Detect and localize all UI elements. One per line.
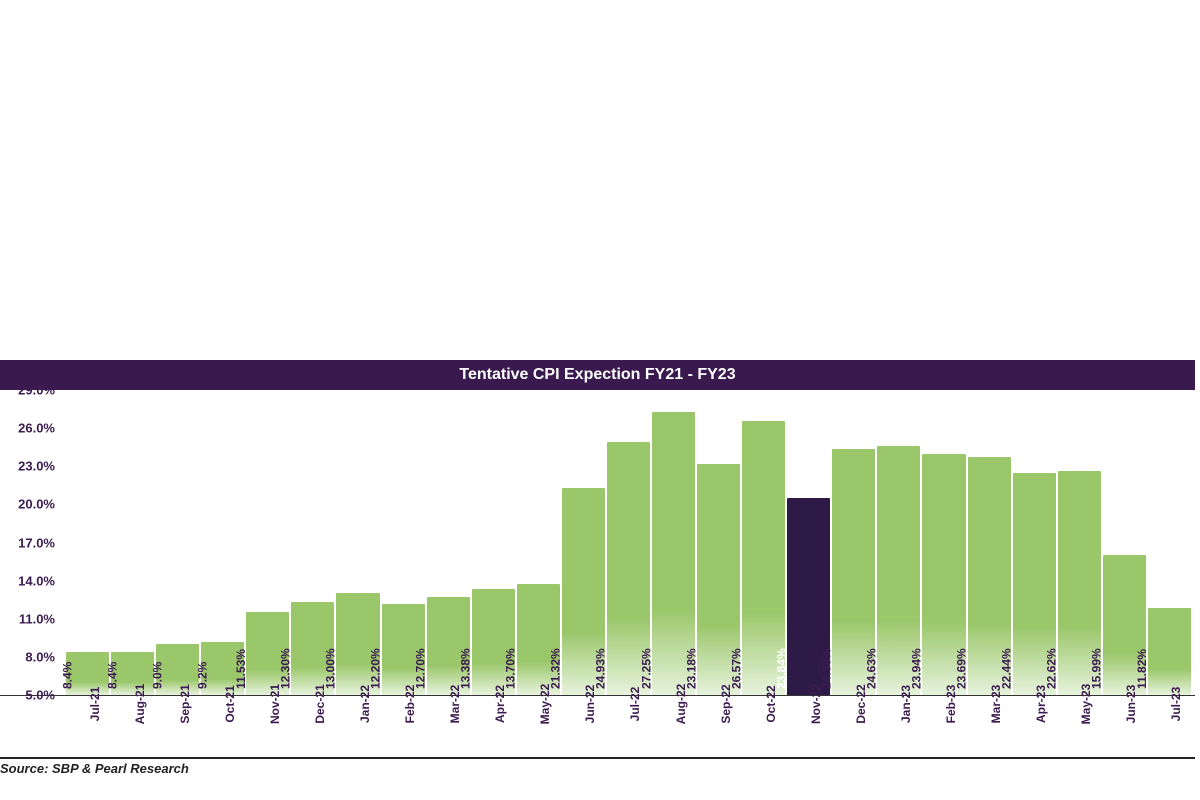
bar-value-label: 23.84% (774, 648, 788, 689)
bar-value-label: 12.70% (414, 648, 428, 689)
bar-value-label: 12.20% (369, 648, 383, 689)
x-tick: Sep-22 (697, 696, 740, 751)
x-tick-label: Dec-22 (854, 684, 868, 723)
x-tick: Jul-23 (1148, 696, 1191, 751)
x-tick: Nov-22 (787, 696, 830, 751)
bar-value-label: 13.70% (504, 648, 518, 689)
x-tick: Jul-22 (607, 696, 650, 751)
x-tick: Mar-23 (968, 696, 1011, 751)
x-tick: Aug-22 (652, 696, 695, 751)
bar-value-label: 22.62% (1045, 648, 1059, 689)
x-axis: Jul-21Aug-21Sep-21Oct-21Nov-21Dec-21Jan-… (66, 696, 1191, 751)
x-tick: Apr-22 (472, 696, 515, 751)
x-tick: Sep-21 (156, 696, 199, 751)
bar-value-label: 9.0% (150, 662, 164, 689)
y-tick: 5.0% (0, 688, 55, 703)
x-tick: Nov-21 (246, 696, 289, 751)
bar-slot: 8.4% (66, 390, 109, 695)
x-tick: Jul-21 (66, 696, 109, 751)
x-tick: Dec-21 (291, 696, 334, 751)
x-tick-label: Feb-22 (403, 685, 417, 724)
x-tick-label: Mar-22 (448, 685, 462, 724)
y-tick: 17.0% (0, 535, 55, 550)
bar-value-label: 23.94% (910, 648, 924, 689)
bar-value-label: 24.63% (865, 648, 879, 689)
y-tick: 20.0% (0, 497, 55, 512)
x-tick: Dec-22 (832, 696, 875, 751)
bar: 11.82% (1148, 608, 1191, 695)
x-tick: Feb-22 (382, 696, 425, 751)
y-tick: 26.0% (0, 421, 55, 436)
x-tick: Aug-21 (111, 696, 154, 751)
bar-value-label: 11.53% (234, 649, 248, 689)
x-tick-label: Aug-22 (674, 684, 688, 725)
y-tick: 23.0% (0, 459, 55, 474)
x-tick: Feb-23 (922, 696, 965, 751)
x-tick-label: Oct-21 (223, 685, 237, 722)
y-axis: 5.0%8.0%11.0%14.0%17.0%20.0%23.0%26.0%29… (0, 390, 62, 695)
chart-title: Tentative CPI Expection FY21 - FY23 (0, 360, 1195, 390)
bar-slot: 9.0% (156, 390, 199, 695)
bar-value-label: 13.38% (459, 648, 473, 689)
x-tick-label: Sep-22 (719, 684, 733, 723)
x-tick-label: Jul-22 (628, 687, 642, 722)
bar-value-label: 12.30% (279, 648, 293, 689)
source-label: Source: SBP & Pearl Research (0, 757, 1195, 776)
x-tick: Jan-22 (336, 696, 379, 751)
x-tick-label: Jul-23 (1169, 687, 1183, 722)
bar-value-label: 23.69% (955, 648, 969, 689)
bar-value-label: 22.44% (1000, 648, 1014, 689)
x-tick: Jan-23 (877, 696, 920, 751)
bar-value-label: 8.4% (105, 662, 119, 689)
x-tick-label: Nov-22 (809, 684, 823, 724)
plot-area: 5.0%8.0%11.0%14.0%17.0%20.0%23.0%26.0%29… (0, 390, 1195, 696)
bar-value-label: 8.4% (60, 662, 74, 689)
y-tick: 11.0% (0, 611, 55, 626)
x-tick-label: Sep-21 (178, 684, 192, 723)
y-tick: 14.0% (0, 573, 55, 588)
x-tick-label: May-22 (538, 684, 552, 725)
x-tick-label: Oct-22 (764, 685, 778, 722)
bar-value-label: 13.00% (324, 648, 338, 689)
x-tick-label: Nov-21 (268, 684, 282, 724)
x-tick-label: Mar-23 (989, 685, 1003, 724)
x-tick: Mar-22 (427, 696, 470, 751)
bar-slot: 8.4% (111, 390, 154, 695)
bar-value-label: 24.38% (820, 648, 834, 689)
x-tick: Apr-23 (1013, 696, 1056, 751)
y-tick: 8.0% (0, 649, 55, 664)
x-tick: Oct-22 (742, 696, 785, 751)
bar-value-label: 27.25% (639, 648, 653, 689)
x-tick-label: Dec-21 (313, 684, 327, 723)
bar-value-label: 26.57% (729, 648, 743, 689)
x-tick-label: Jun-23 (1124, 685, 1138, 724)
x-tick-label: Jul-21 (88, 687, 102, 722)
x-tick: Jun-22 (562, 696, 605, 751)
x-tick-label: Jan-23 (899, 685, 913, 723)
bar-value-label: 24.93% (594, 648, 608, 689)
x-tick-label: Apr-23 (1034, 685, 1048, 723)
bar-value-label: 11.82% (1135, 649, 1149, 689)
x-tick-label: May-23 (1079, 684, 1093, 725)
bar-value-label: 9.2% (195, 662, 209, 689)
y-tick: 29.0% (0, 383, 55, 398)
cpi-chart: Tentative CPI Expection FY21 - FY23 5.0%… (0, 360, 1195, 776)
x-tick: May-22 (517, 696, 560, 751)
x-tick-label: Aug-21 (133, 684, 147, 725)
bar-slot: 11.82% (1148, 390, 1191, 695)
x-tick-label: Feb-23 (944, 685, 958, 724)
x-tick-label: Jan-22 (358, 685, 372, 723)
x-tick: May-23 (1058, 696, 1101, 751)
x-tick: Oct-21 (201, 696, 244, 751)
bars-container: 8.4%8.4%9.0%9.2%11.53%12.30%13.00%12.20%… (66, 390, 1191, 695)
x-tick-label: Jun-22 (583, 685, 597, 724)
x-tick: Jun-23 (1103, 696, 1146, 751)
x-tick-label: Apr-22 (493, 685, 507, 723)
